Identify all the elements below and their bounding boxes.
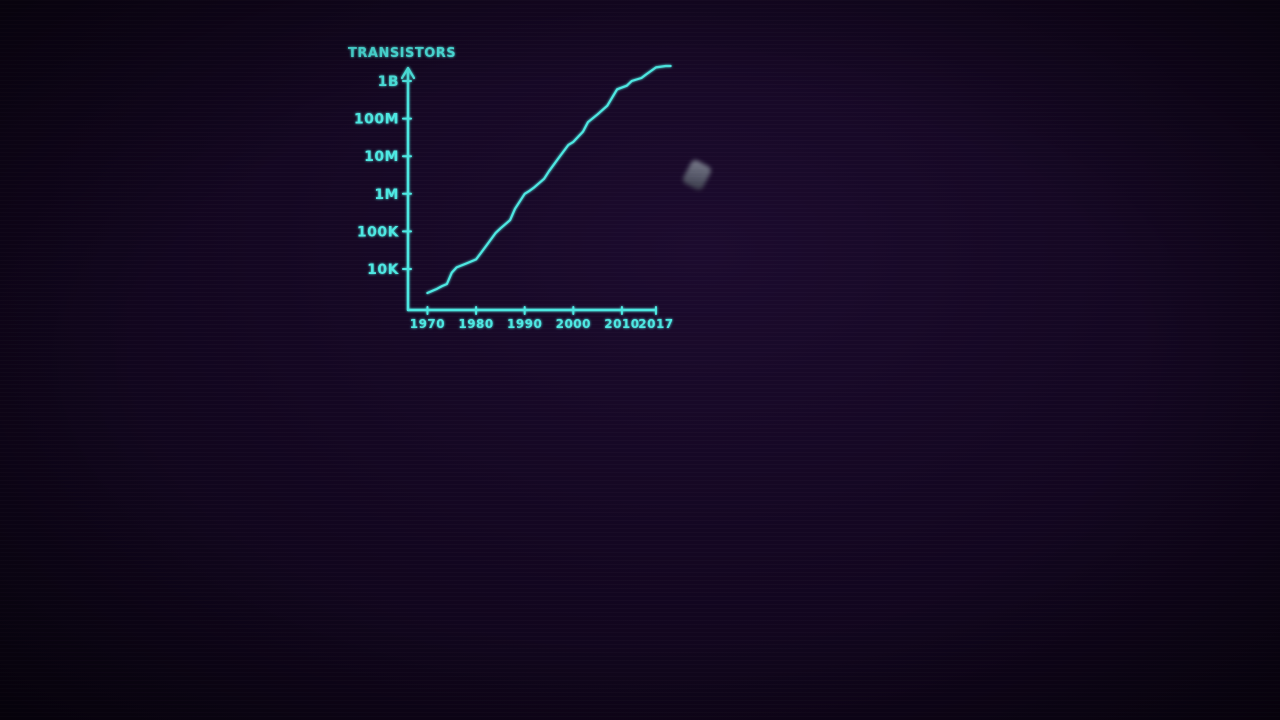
x-tick-label: 1980 (458, 317, 493, 331)
y-tick-label: 1M (374, 187, 399, 203)
y-tick-label: 10K (367, 262, 399, 278)
y-tick-label: 100M (354, 112, 399, 128)
x-tick-label: 1970 (410, 317, 445, 331)
y-tick-label: 100K (357, 224, 400, 240)
x-tick-label: 2017 (638, 317, 673, 331)
y-axis-label: TRANSISTORS (348, 46, 456, 61)
x-tick-label: 2000 (556, 317, 591, 331)
x-tick-label: 2010 (604, 317, 639, 331)
y-tick-label: 1B (378, 74, 399, 90)
y-axis-arrow (400, 66, 416, 80)
x-tick-label: 1990 (507, 317, 542, 331)
transistor-count-line (426, 64, 672, 295)
y-tick-label: 10M (364, 149, 399, 165)
